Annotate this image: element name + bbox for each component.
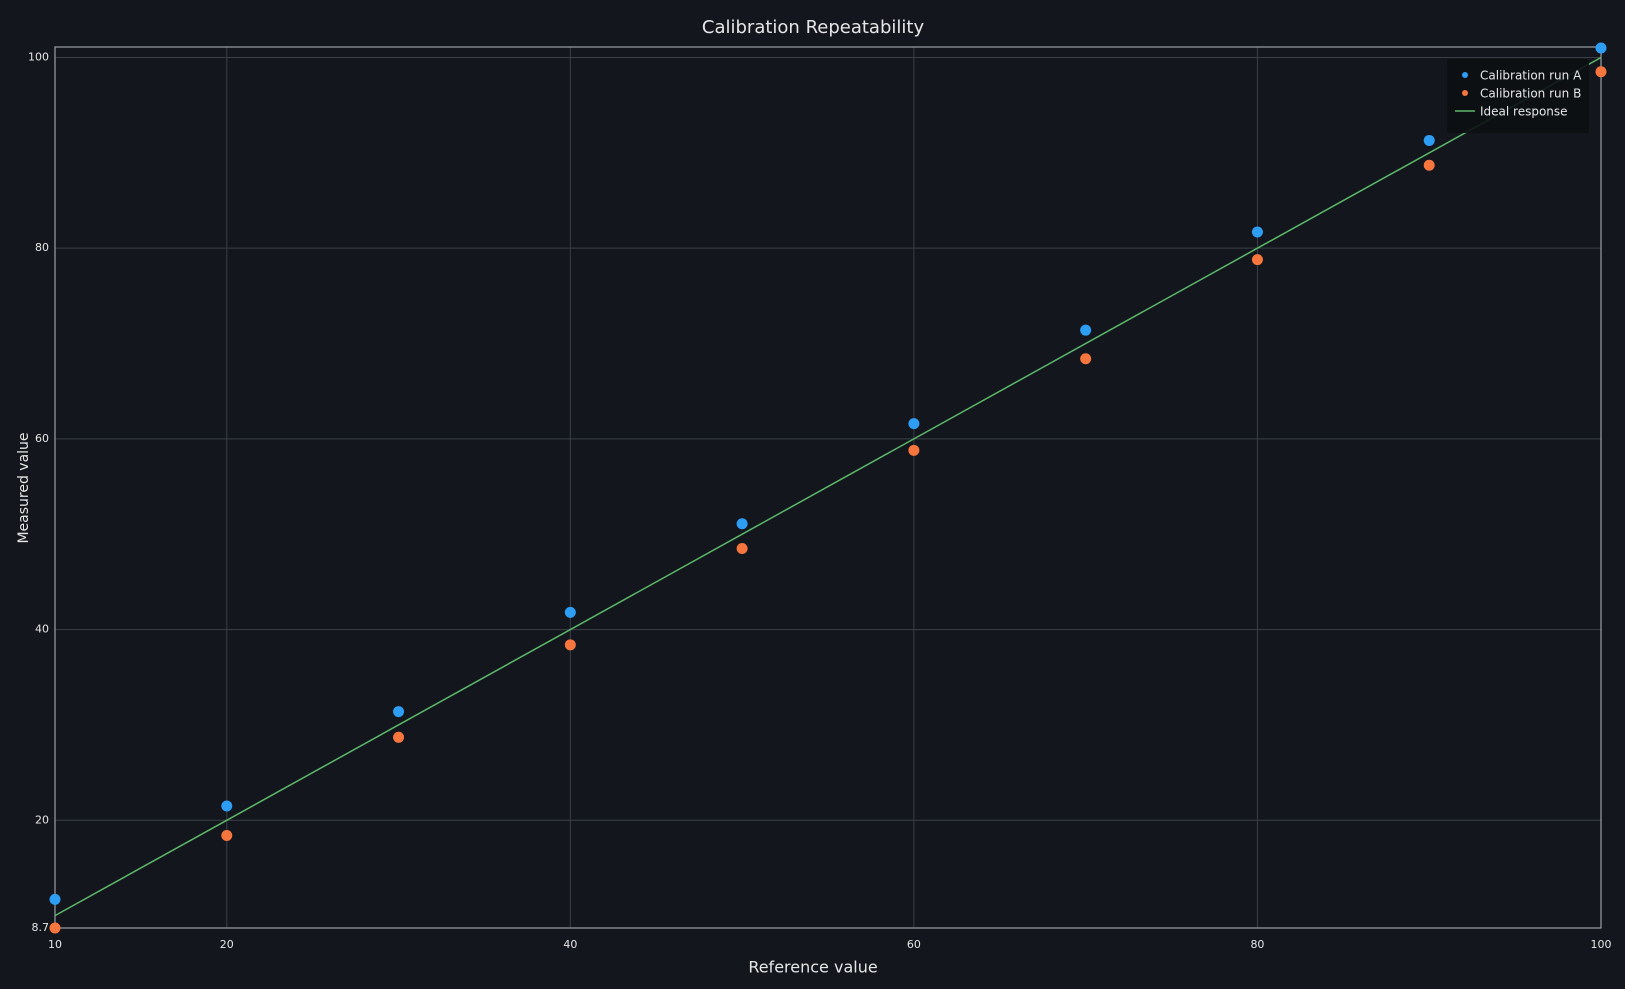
x-tick-label: 80 — [1250, 938, 1264, 951]
y-tick-label: 80 — [35, 241, 49, 254]
point — [49, 922, 61, 934]
legend-label: Ideal response — [1480, 105, 1568, 119]
legend-swatch — [1462, 72, 1468, 78]
point — [221, 830, 233, 842]
x-axis-label: Reference value — [748, 958, 877, 977]
point — [908, 444, 920, 456]
x-tick-label: 100 — [1591, 938, 1612, 951]
point — [221, 800, 233, 812]
point — [49, 893, 61, 905]
y-tick-label: 100 — [28, 50, 49, 63]
legend-box — [1447, 59, 1589, 133]
legend-label: Calibration run A — [1480, 69, 1582, 83]
point — [736, 543, 748, 555]
point — [1080, 324, 1092, 336]
point — [1251, 226, 1263, 238]
y-tick-label: 60 — [35, 432, 49, 445]
point — [1080, 353, 1092, 365]
point — [564, 639, 576, 651]
y-tick-label: 20 — [35, 813, 49, 826]
y-tick-label: 8.7 — [32, 921, 50, 934]
point — [1423, 159, 1435, 171]
point — [908, 418, 920, 430]
x-tick-label: 60 — [907, 938, 921, 951]
point — [1595, 42, 1607, 54]
x-tick-label: 10 — [48, 938, 62, 951]
chart-title: Calibration Repeatability — [702, 17, 925, 38]
point — [393, 706, 405, 718]
line — [54, 56, 1602, 917]
y-axis-label: Measured value — [16, 432, 32, 543]
point — [1595, 66, 1607, 78]
plot-frame — [54, 46, 1602, 929]
legend-swatch — [1462, 90, 1468, 96]
x-tick-label: 40 — [563, 938, 577, 951]
legend-label: Calibration run B — [1480, 87, 1581, 101]
point — [1423, 134, 1435, 146]
point — [736, 518, 748, 530]
point — [393, 731, 405, 743]
point — [564, 606, 576, 618]
point — [1251, 254, 1263, 266]
y-tick-label: 40 — [35, 623, 49, 636]
x-tick-label: 20 — [220, 938, 234, 951]
